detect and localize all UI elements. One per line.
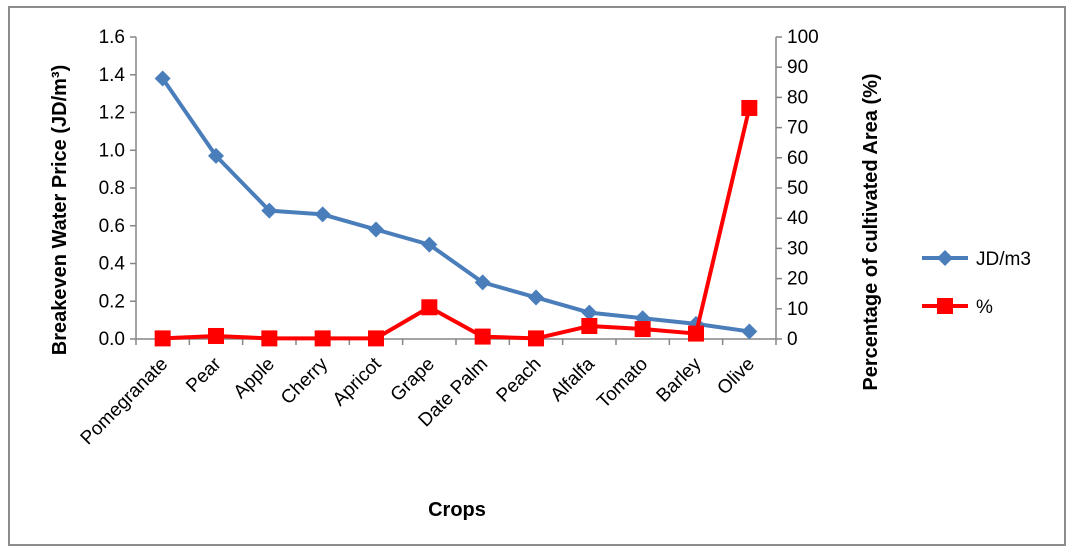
- y-tick-label: 1.2: [99, 103, 125, 124]
- x-tick-label: Barley: [653, 353, 706, 406]
- x-tick-label: Alfalfa: [547, 353, 599, 405]
- series-percent: [154, 99, 758, 347]
- legend-item: JD/m3: [922, 249, 1031, 270]
- series-point: [154, 70, 171, 87]
- series-point: [208, 327, 224, 344]
- legend-item: %: [922, 297, 993, 318]
- series-point: [581, 318, 598, 335]
- legend-label: JD/m3: [976, 249, 1031, 270]
- series-price: [154, 70, 758, 340]
- y-tick-label: 0.4: [99, 254, 126, 275]
- series-line: [161, 77, 750, 334]
- series-point: [208, 147, 224, 164]
- series-point: [421, 236, 438, 253]
- y2-tick-label: 30: [787, 238, 808, 259]
- series-point: [474, 328, 491, 345]
- series-point: [261, 330, 278, 347]
- y2-tick-label: 60: [787, 148, 808, 169]
- series-point: [421, 299, 438, 316]
- series-point: [314, 330, 331, 347]
- x-tick-label: Cherry: [277, 353, 333, 409]
- y2-tick-label: 80: [787, 87, 808, 108]
- series-point: [937, 298, 953, 314]
- x-tick-label: Olive: [713, 354, 758, 399]
- y-tick-label: 1.4: [99, 65, 126, 86]
- y-tick-label: 1.6: [99, 27, 125, 48]
- y-tick-label: 1.0: [99, 140, 125, 161]
- axes: [135, 37, 777, 340]
- series-point: [154, 330, 171, 347]
- x-tick-label: Peach: [493, 354, 546, 407]
- y2-axis-title: Percentage of cultivated Area (%): [860, 73, 882, 390]
- x-tick-label: Pomegranate: [77, 354, 173, 450]
- x-axis-title: Crops: [428, 499, 486, 521]
- x-tick-label: Grape: [387, 354, 439, 406]
- y-tick-label: 0.8: [99, 178, 125, 199]
- y2-tick-label: 70: [787, 118, 808, 139]
- series-point: [741, 323, 758, 340]
- y2-tick-label: 100: [787, 27, 819, 48]
- series-point: [528, 330, 544, 347]
- y2-tick-label: 20: [787, 269, 808, 290]
- left-axis-ticks: 0.0 0.2 0.4 0.6 0.8 1.0 1.2 1.4 1.6: [99, 27, 136, 350]
- series-point: [474, 274, 491, 291]
- y-tick-label: 0.6: [99, 216, 125, 237]
- series-point: [368, 330, 384, 347]
- y-tick-label: 0.0: [99, 329, 125, 350]
- series-point: [314, 206, 331, 223]
- series-point: [937, 250, 953, 266]
- y-axis-title: Breakeven Water Price (JD/m³): [49, 65, 71, 356]
- series-point: [528, 289, 544, 306]
- legend-label: %: [976, 297, 993, 318]
- series-point: [581, 304, 598, 321]
- x-tick-label: Pear: [182, 353, 226, 397]
- x-tick-label: Apricot: [329, 353, 386, 410]
- y2-tick-label: 50: [787, 178, 808, 199]
- series-point: [634, 321, 651, 338]
- y2-tick-label: 10: [787, 299, 808, 320]
- y2-tick-label: 0: [787, 329, 798, 350]
- series-point: [368, 221, 384, 238]
- right-axis-ticks: 0 10 20 30 40 50 60 70 80 90 100: [776, 27, 819, 350]
- series-line: [162, 107, 752, 341]
- x-tick-label: Tomato: [593, 354, 652, 413]
- series-point: [688, 325, 704, 342]
- y2-tick-label: 90: [787, 57, 808, 78]
- legend: JD/m3%: [922, 249, 1031, 318]
- series-point: [741, 99, 758, 116]
- series-point: [261, 202, 278, 219]
- y2-tick-label: 40: [787, 208, 808, 229]
- chart-frame: [8, 6, 1066, 546]
- x-tick-label: Apple: [230, 354, 279, 403]
- series-layer: [154, 70, 758, 347]
- y-tick-label: 0.2: [99, 291, 125, 312]
